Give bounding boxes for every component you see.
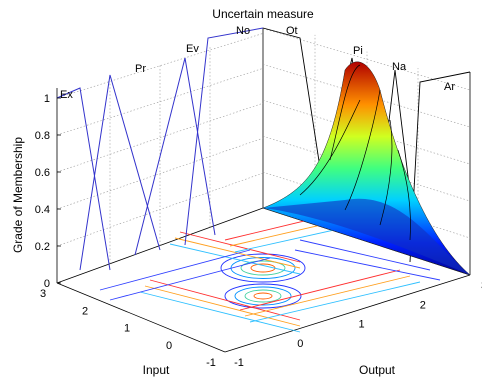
surface-shade — [263, 198, 470, 275]
z-tick-label: 0 — [44, 278, 50, 290]
output-tick-label: 3 — [481, 280, 482, 292]
surface-mesh-lines — [299, 64, 411, 241]
right-wall-gridline — [262, 28, 471, 91]
output-tick-label: 2 — [420, 299, 426, 311]
left-wall-gridline — [56, 68, 264, 136]
mf-ot-line — [262, 27, 326, 201]
output-axis-ticks: -1 0 1 2 3 — [234, 280, 482, 369]
left-wall-gridline — [56, 137, 264, 210]
mf-label-ot: Ot — [286, 25, 298, 37]
z-axis-label: Grade of Membership — [11, 137, 25, 253]
left-wall-gridline — [56, 33, 264, 99]
output-tick-label: 1 — [358, 319, 364, 331]
right-wall-gridline — [262, 100, 471, 165]
input-tick-label: 3 — [40, 288, 46, 300]
z-tick-label: 0.2 — [35, 241, 50, 253]
chart-title: Uncertain measure — [212, 7, 314, 21]
input-axis-ticks: 3 2 1 0 -1 — [40, 288, 216, 369]
mf-label-no: No — [236, 25, 250, 37]
x-axis-label: Input — [143, 363, 170, 377]
mf-pr-line — [79, 74, 161, 271]
membership-surface — [262, 61, 471, 276]
z-tick-label: 0.4 — [35, 204, 50, 216]
z-tick-label: 0.8 — [35, 130, 50, 142]
z-tick-label: 1 — [44, 93, 50, 105]
right-wall-gridline — [262, 135, 471, 202]
input-tick-label: 0 — [166, 340, 172, 352]
surface-fill — [262, 61, 471, 276]
input-tick-label: 1 — [124, 323, 130, 335]
input-membership-functions — [56, 27, 264, 271]
output-tick-label: 0 — [297, 338, 303, 350]
mf-ev-line — [134, 57, 216, 256]
mf-label-ar: Ar — [444, 81, 455, 93]
z-axis-ticks: 0 0.2 0.4 0.6 0.8 1 — [35, 93, 61, 290]
membership-labels: Ex Pr Ev No Ot Pi Na Ar — [60, 25, 455, 101]
z-tick-label: 0.6 — [35, 167, 50, 179]
input-tick-label: 2 — [82, 305, 88, 317]
mf-no-blue-line — [184, 27, 264, 246]
right-wall-gridline — [262, 64, 471, 128]
floor-front-right-edge — [224, 274, 471, 353]
mf-label-ex: Ex — [60, 89, 73, 101]
input-tick-label: -1 — [206, 357, 216, 369]
mf-label-na: Na — [392, 61, 407, 73]
mf-label-pr: Pr — [135, 63, 146, 75]
mf-label-ev: Ev — [186, 43, 199, 55]
y-axis-label: Output — [359, 363, 396, 377]
output-tick-label: -1 — [234, 357, 244, 369]
left-wall-gridline — [56, 102, 264, 173]
mf-label-pi: Pi — [353, 45, 363, 57]
floor-front-left-edge — [56, 282, 226, 353]
mf-ex-line — [56, 87, 111, 271]
